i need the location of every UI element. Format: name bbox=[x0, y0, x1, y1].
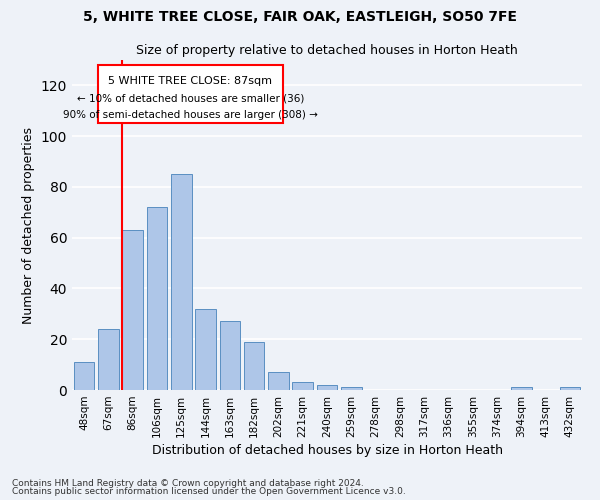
Bar bbox=[268, 372, 289, 390]
Bar bbox=[122, 230, 143, 390]
Text: 5 WHITE TREE CLOSE: 87sqm: 5 WHITE TREE CLOSE: 87sqm bbox=[109, 76, 272, 86]
Text: Contains HM Land Registry data © Crown copyright and database right 2024.: Contains HM Land Registry data © Crown c… bbox=[12, 478, 364, 488]
Y-axis label: Number of detached properties: Number of detached properties bbox=[22, 126, 35, 324]
Text: 5, WHITE TREE CLOSE, FAIR OAK, EASTLEIGH, SO50 7FE: 5, WHITE TREE CLOSE, FAIR OAK, EASTLEIGH… bbox=[83, 10, 517, 24]
Bar bbox=[560, 388, 580, 390]
Text: Contains public sector information licensed under the Open Government Licence v3: Contains public sector information licen… bbox=[12, 487, 406, 496]
Bar bbox=[341, 388, 362, 390]
Bar bbox=[511, 388, 532, 390]
Bar bbox=[220, 322, 240, 390]
Bar bbox=[98, 329, 119, 390]
Bar bbox=[74, 362, 94, 390]
X-axis label: Distribution of detached houses by size in Horton Heath: Distribution of detached houses by size … bbox=[151, 444, 503, 457]
Bar bbox=[171, 174, 191, 390]
Bar bbox=[146, 207, 167, 390]
Bar bbox=[292, 382, 313, 390]
Bar bbox=[195, 309, 216, 390]
Text: 90% of semi-detached houses are larger (308) →: 90% of semi-detached houses are larger (… bbox=[63, 110, 318, 120]
Bar bbox=[244, 342, 265, 390]
Title: Size of property relative to detached houses in Horton Heath: Size of property relative to detached ho… bbox=[136, 44, 518, 58]
Bar bbox=[317, 385, 337, 390]
FancyBboxPatch shape bbox=[97, 65, 283, 124]
Text: ← 10% of detached houses are smaller (36): ← 10% of detached houses are smaller (36… bbox=[77, 94, 304, 104]
